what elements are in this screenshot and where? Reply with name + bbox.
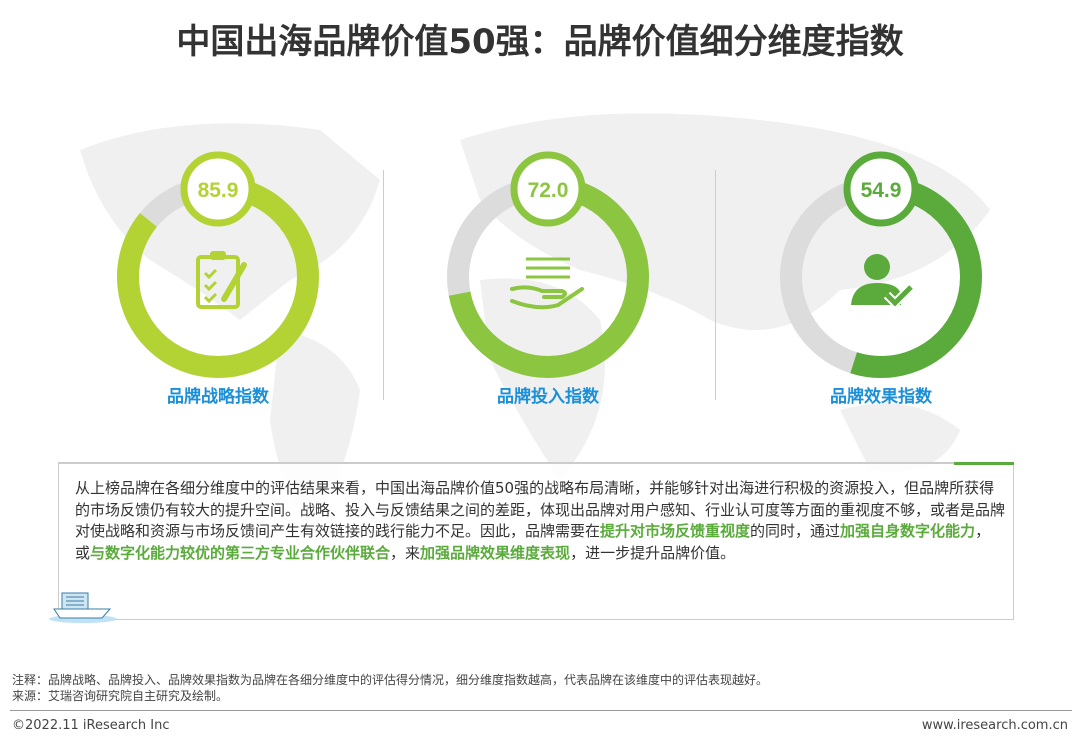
highlight-text: 加强自身数字化能力 [840,522,976,540]
body-text: ，进一步提升品牌价值。 [570,543,736,562]
value-label: 54.9 [861,179,902,202]
body-text: ，来 [390,543,421,562]
gauge-brand-investment: 72.0 品牌投入指数 [438,140,658,407]
gauge-brand-effect: 54.9 品牌效果指数 [771,140,991,407]
footer-divider [10,710,1072,711]
value-label: 85.9 [198,179,239,202]
note-text: 注释：品牌战略、品牌投入、品牌效果指数为品牌在各细分维度中的评估得分情况，细分维… [12,673,769,687]
gauge-label: 品牌效果指数 [830,387,932,407]
website-link[interactable]: www.iresearch.com.cn [921,718,1068,733]
gauge-label: 品牌投入指数 [497,387,599,407]
body-text: 从上榜品牌在各细分维度中的评估结果来看，中国出海品牌价值50强的战略布局清晰，并… [75,479,1006,540]
body-text: 的同时，通过 [750,522,841,540]
accent-bar [954,462,1014,465]
page-title: 中国出海品牌价值50强：品牌价值细分维度指数 [176,22,904,62]
clipboard-check-icon [196,251,247,309]
highlight-text: 提升对市场反馈重视度 [600,522,751,540]
gauge-label: 品牌战略指数 [167,387,269,407]
highlight-text: 加强品牌效果维度表现 [420,543,571,562]
divider [383,170,384,400]
body-text: ，或 [75,522,991,562]
value-badge [510,151,586,227]
summary-paragraph: 从上榜品牌在各细分维度中的评估结果来看，中国出海品牌价值50强的战略布局清晰，并… [75,478,1005,564]
summary-box: 从上榜品牌在各细分维度中的评估结果来看，中国出海品牌价值50强的战略布局清晰，并… [58,462,1014,620]
divider [715,170,716,400]
source-text: 来源：艾瑞咨询研究院自主研究及绘制。 [12,689,229,703]
gauge-brand-strategy: 85.9 品牌战略指数 [108,140,328,407]
hand-offer-icon [510,257,584,310]
value-badge [180,151,256,227]
value-label: 72.0 [528,179,569,202]
value-badge [843,151,919,227]
highlight-text: 与数字化能力较优的第三方专业合作伙伴联合 [90,543,391,562]
ship-icon [49,592,117,623]
user-check-icon [851,254,915,310]
copyright: ©2022.11 iResearch Inc [12,718,170,733]
footnotes: 注释：品牌战略、品牌投入、品牌效果指数为品牌在各细分维度中的评估得分情况，细分维… [12,672,768,704]
